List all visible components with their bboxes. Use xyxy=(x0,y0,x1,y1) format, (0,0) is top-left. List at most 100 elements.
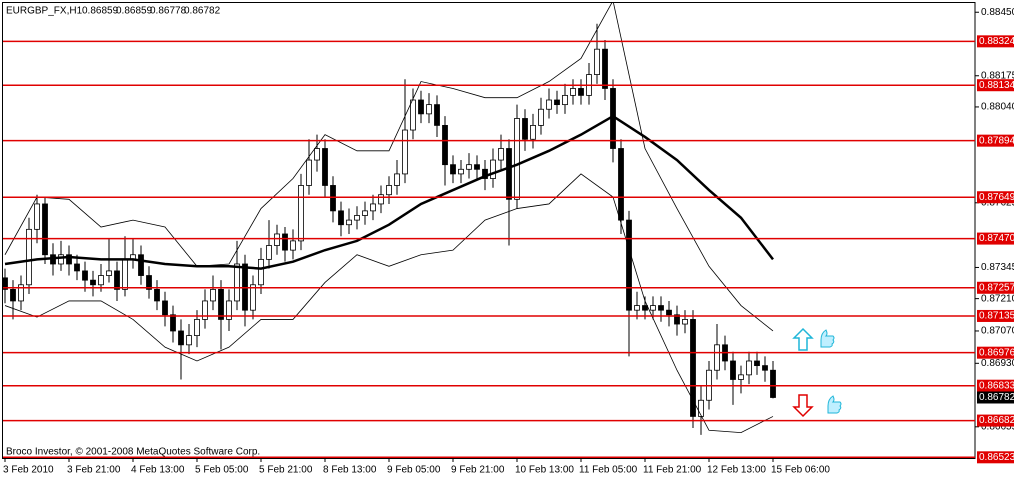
last-price-box xyxy=(977,391,1014,404)
candle-body xyxy=(370,203,376,212)
candle-body xyxy=(250,284,256,311)
level-label: 0.86682 xyxy=(979,415,1014,426)
candle-body xyxy=(746,360,752,376)
y-tick-label: 0.87210 xyxy=(981,293,1014,304)
x-tick-label: 8 Feb 13:00 xyxy=(323,465,377,476)
header-close: 0.86782 xyxy=(184,6,221,17)
candle-body xyxy=(210,288,216,302)
candle-body xyxy=(154,288,160,302)
candle-body xyxy=(186,335,192,346)
candle-body xyxy=(402,129,408,175)
x-tick-label: 3 Feb 21:00 xyxy=(67,465,121,476)
candle-body xyxy=(770,369,776,398)
x-tick-label: 4 Feb 13:00 xyxy=(131,465,185,476)
candle-body xyxy=(522,118,528,140)
header-high: 0.86859 xyxy=(116,6,153,17)
candle-body xyxy=(98,275,104,286)
candle-body xyxy=(682,319,688,325)
candle-body xyxy=(418,99,424,115)
candle-body xyxy=(626,219,632,311)
level-label: 0.88134 xyxy=(979,80,1014,91)
level-label-box xyxy=(977,346,1014,359)
candle-body xyxy=(650,305,656,311)
x-tick-label: 9 Feb 05:00 xyxy=(387,465,441,476)
candle-body xyxy=(386,185,392,196)
candle-body xyxy=(282,233,288,251)
candle-body xyxy=(546,99,552,110)
candle-body xyxy=(322,148,328,186)
candle-body xyxy=(458,168,464,175)
x-tick-label: 12 Feb 13:00 xyxy=(707,465,766,476)
level-label: 0.86833 xyxy=(979,380,1014,391)
candle-body xyxy=(514,118,520,200)
candle-body xyxy=(314,148,320,161)
candle-body xyxy=(410,99,416,131)
candle-body xyxy=(170,314,176,332)
candle-body xyxy=(554,99,560,106)
candle-body xyxy=(730,360,736,380)
candle-body xyxy=(26,228,32,286)
candle-body xyxy=(602,48,608,89)
candle-body xyxy=(178,330,184,346)
candle-body xyxy=(226,300,232,320)
candle-body xyxy=(362,210,368,216)
candle-body xyxy=(346,219,352,226)
candle-body xyxy=(138,254,144,276)
candle-body xyxy=(66,254,72,265)
candle-body xyxy=(378,194,384,205)
level-label: 0.88324 xyxy=(979,36,1014,47)
candle-body xyxy=(306,159,312,186)
header-open: 0.86859 xyxy=(82,6,119,17)
thumb-up-icon xyxy=(820,329,835,348)
candle-body xyxy=(234,263,240,302)
level-label-box xyxy=(977,232,1014,245)
level-label: 0.87649 xyxy=(979,192,1014,203)
level-label-box xyxy=(977,134,1014,147)
x-tick-label: 5 Feb 21:00 xyxy=(259,465,313,476)
candle-body xyxy=(146,275,152,290)
level-label-box xyxy=(977,79,1014,92)
overlay: EURGBP_FX,H1 0.86859 0.86859 0.86778 0.8… xyxy=(6,6,842,458)
buy-arrow-icon xyxy=(792,327,814,351)
candle-body xyxy=(634,305,640,311)
candle-body xyxy=(266,245,272,260)
candle-body xyxy=(474,164,480,170)
candle-body xyxy=(3,277,8,290)
level-label: 0.87135 xyxy=(979,311,1014,322)
y-tick-label: 0.87070 xyxy=(981,326,1014,337)
x-tick-label: 11 Feb 21:00 xyxy=(643,465,702,476)
x-tick-label: 10 Feb 13:00 xyxy=(515,465,574,476)
y-tick-label: 0.86930 xyxy=(981,358,1014,369)
candle-body xyxy=(538,108,544,126)
candle-body xyxy=(290,240,296,251)
y-tick-label: 0.87345 xyxy=(981,262,1014,273)
candle-body xyxy=(642,305,648,311)
level-label-box xyxy=(977,451,1014,464)
candle-body xyxy=(82,270,88,281)
x-tick-label: 15 Feb 06:00 xyxy=(771,465,830,476)
candle-body xyxy=(442,125,448,166)
candle-body xyxy=(434,104,440,126)
candle-body xyxy=(466,164,472,170)
candle-body xyxy=(354,215,360,221)
candle-body xyxy=(298,185,304,242)
candle-body xyxy=(330,185,336,212)
x-tick-label: 11 Feb 05:00 xyxy=(579,465,638,476)
y-tick-label: 0.88175 xyxy=(981,70,1014,81)
candle-body xyxy=(194,319,200,336)
y-tick-label: 0.88450 xyxy=(981,7,1014,18)
candle-body xyxy=(18,284,24,302)
level-label-box xyxy=(977,35,1014,48)
plot-frame xyxy=(2,2,976,459)
header-low: 0.86778 xyxy=(150,6,187,17)
level-label: 0.86523 xyxy=(979,452,1014,463)
candle-body xyxy=(506,148,512,200)
candle-body xyxy=(666,309,672,316)
candle-body xyxy=(114,270,120,290)
candle-body xyxy=(426,104,432,115)
moving-average xyxy=(4,114,774,270)
candle-body xyxy=(762,365,768,371)
candle-body xyxy=(58,254,64,265)
